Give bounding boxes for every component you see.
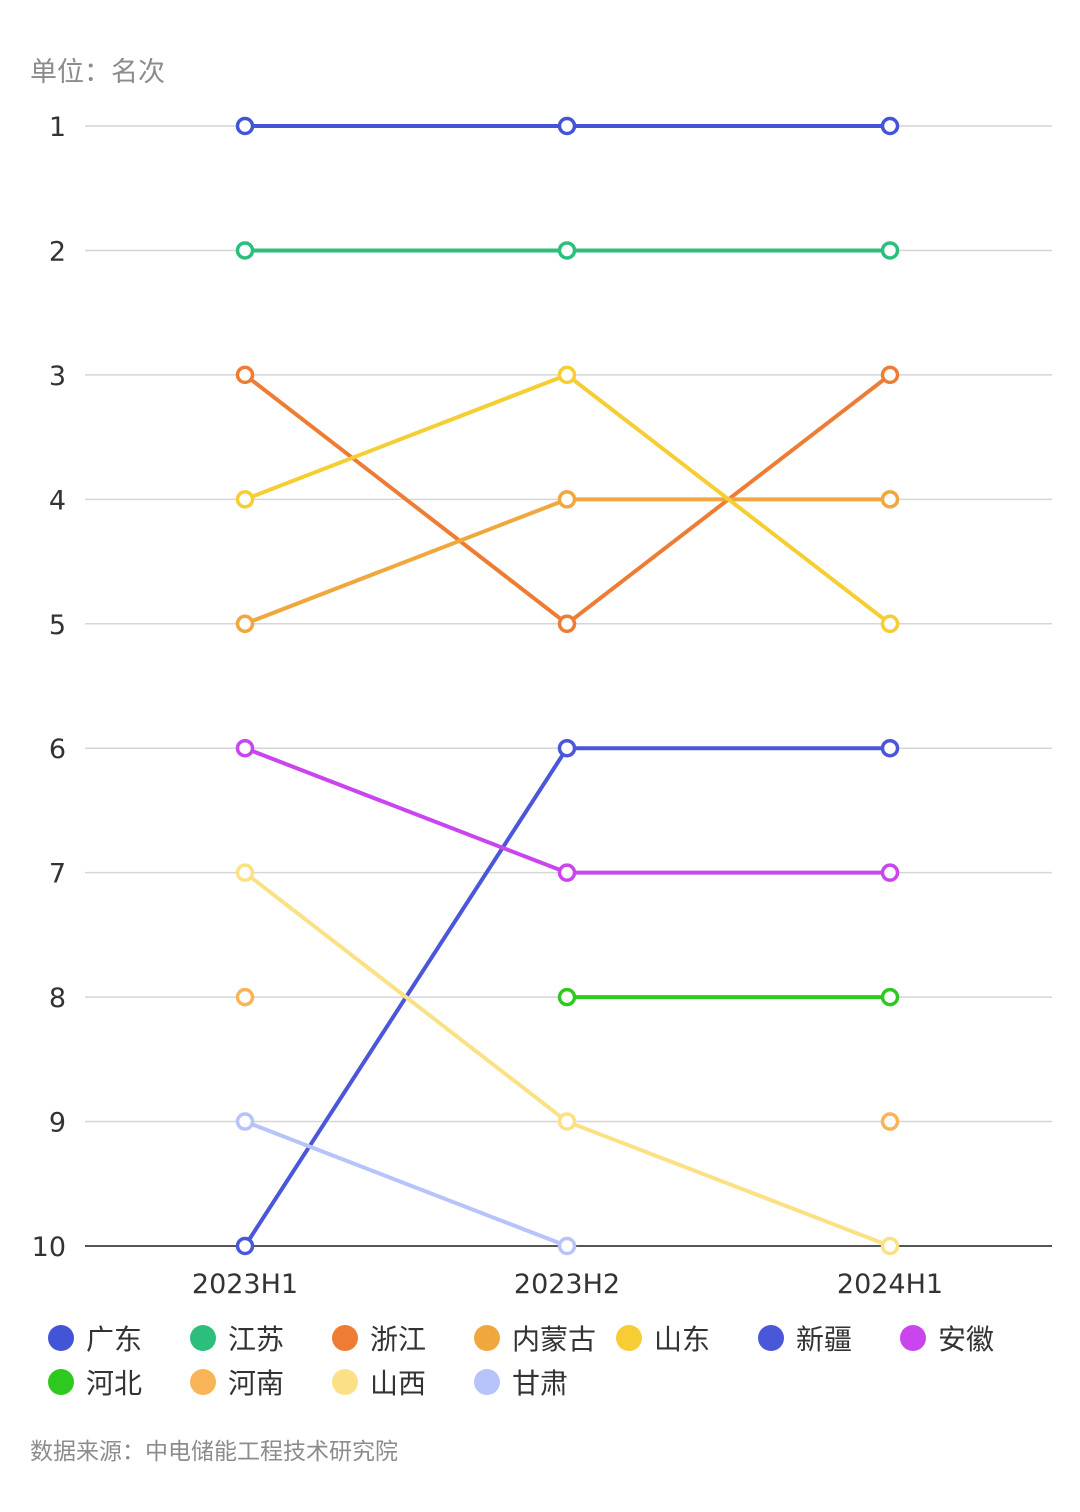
legend-label: 山西 [370, 1367, 427, 1400]
y-tick-label: 10 [32, 1232, 66, 1263]
legend-swatch [332, 1325, 358, 1351]
data-point [557, 116, 577, 136]
legend-item: 广东 [48, 1318, 190, 1358]
legend-item: 山西 [332, 1362, 474, 1402]
legend-item: 浙江 [332, 1318, 474, 1358]
data-source: 数据来源：中电储能工程技术研究院 [30, 1439, 398, 1465]
legend-swatch [190, 1325, 216, 1351]
data-point [557, 1112, 577, 1131]
legend-swatch [900, 1325, 926, 1351]
legend-item: 河南 [190, 1362, 332, 1402]
series-line-segment [243, 746, 569, 875]
data-point [557, 1236, 577, 1256]
data-point [557, 738, 577, 758]
data-point [880, 365, 900, 385]
data-point [880, 863, 900, 882]
legend-swatch [190, 1369, 216, 1395]
legend-item: 山东 [616, 1318, 758, 1358]
data-point [235, 241, 255, 260]
legend-label: 浙江 [370, 1323, 427, 1356]
unit-label: 单位：名次 [30, 57, 165, 88]
y-tick-label: 6 [49, 734, 66, 765]
data-point [235, 1112, 255, 1131]
y-tick-label: 8 [49, 983, 66, 1014]
legend-label: 山东 [654, 1323, 711, 1356]
legend-swatch [48, 1325, 74, 1351]
gridlines [85, 125, 1052, 1247]
data-point [557, 241, 577, 260]
data-point [235, 365, 255, 385]
legend-row: 广东 江苏 浙江 内蒙古 山东 新疆 安徽 [48, 1316, 1058, 1360]
data-point [880, 1112, 900, 1131]
y-tick-label: 3 [49, 361, 66, 392]
data-point [235, 987, 255, 1007]
data-point [235, 490, 255, 509]
legend-label: 甘肃 [512, 1367, 569, 1400]
data-point [235, 863, 255, 882]
legend-label: 安徽 [938, 1323, 995, 1356]
series-line-segment [243, 870, 569, 1124]
series-line-segment [565, 372, 892, 626]
data-point [557, 614, 577, 634]
data-point [557, 863, 577, 882]
y-axis-ticks: 1 2 3 4 5 6 7 8 9 10 [32, 112, 66, 1263]
data-point [880, 1236, 900, 1256]
legend-label: 河北 [86, 1367, 143, 1400]
legend-swatch [474, 1325, 500, 1351]
series-line-segment [243, 372, 569, 502]
y-tick-label: 9 [49, 1108, 66, 1139]
legend-row: 河北 河南 山西 甘肃 [48, 1360, 1058, 1404]
legend-item: 甘肃 [474, 1362, 616, 1402]
legend-item: 内蒙古 [474, 1318, 616, 1358]
legend-label: 内蒙古 [512, 1323, 597, 1356]
data-point [880, 116, 900, 136]
data-point [557, 490, 577, 509]
legend-label: 广东 [86, 1323, 143, 1356]
y-tick-label: 2 [49, 236, 66, 267]
series-line-segment [243, 372, 569, 626]
legend-label: 河南 [228, 1367, 285, 1400]
data-point [235, 116, 255, 136]
legend-swatch [332, 1369, 358, 1395]
x-axis-ticks: 2023H1 2023H2 2024H1 [192, 1246, 943, 1300]
legend-item: 新疆 [758, 1318, 900, 1358]
y-tick-label: 1 [49, 112, 66, 143]
series-points [235, 116, 900, 1256]
series-line-segment [243, 1119, 569, 1248]
legend-label: 江苏 [228, 1323, 285, 1356]
x-tick-label: 2024H1 [837, 1269, 943, 1300]
series-line-segment [565, 1119, 892, 1248]
x-tick-label: 2023H1 [192, 1269, 298, 1300]
legend-swatch [616, 1325, 642, 1351]
legend-label: 新疆 [796, 1323, 853, 1356]
y-tick-label: 7 [49, 859, 66, 890]
legend-item: 河北 [48, 1362, 190, 1402]
rank-line-chart: 1 2 3 4 5 6 7 8 9 10 2023H1 2023H2 2024H1 [32, 112, 1052, 1300]
data-point [235, 1236, 255, 1256]
x-tick-label: 2023H2 [514, 1269, 620, 1300]
data-point [880, 241, 900, 260]
data-point [880, 738, 900, 758]
y-tick-label: 4 [49, 485, 66, 516]
series-line-segment [243, 497, 569, 626]
legend-item: 江苏 [190, 1318, 332, 1358]
y-tick-label: 5 [49, 610, 66, 641]
data-point [880, 614, 900, 634]
data-point [235, 738, 255, 758]
data-point [880, 490, 900, 509]
legend-swatch [48, 1369, 74, 1395]
legend-swatch [758, 1325, 784, 1351]
data-point [557, 365, 577, 385]
series-lines [243, 124, 892, 1248]
data-point [557, 987, 577, 1007]
legend-swatch [474, 1369, 500, 1395]
data-point [235, 614, 255, 634]
data-point [880, 987, 900, 1007]
legend: 广东 江苏 浙江 内蒙古 山东 新疆 安徽河北 河南 山西 甘肃 [48, 1316, 1058, 1404]
legend-item: 安徽 [900, 1318, 1042, 1358]
